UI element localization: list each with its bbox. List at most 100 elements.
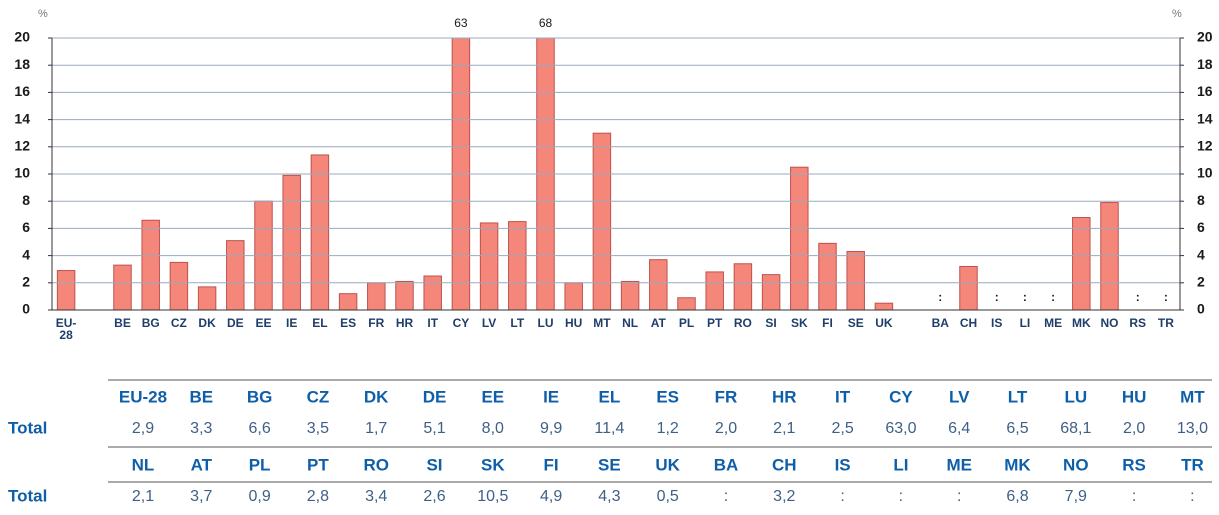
x-tick-label: HR: [396, 316, 414, 330]
value-label: :: [995, 290, 999, 304]
bar: [282, 174, 301, 311]
table-cell: 7,9: [1065, 488, 1087, 505]
x-tick-label: HU: [565, 316, 582, 330]
bar: [423, 275, 442, 311]
y-tick-label: 0: [22, 301, 30, 317]
bar: [113, 264, 132, 311]
table-cell: 11,4: [594, 420, 624, 437]
table-header: CZ: [307, 387, 330, 406]
x-tick-label: IS: [991, 316, 1002, 330]
table-header: IT: [835, 387, 851, 406]
table-header: ES: [656, 387, 679, 406]
x-tick-label: LU: [538, 316, 554, 330]
table-cell: 1,7: [365, 420, 387, 437]
table-header: PT: [307, 455, 329, 474]
table-header: DK: [364, 387, 389, 406]
table-cell: 6,6: [248, 420, 270, 437]
x-tick-label: RS: [1129, 316, 1146, 330]
bar: [479, 222, 499, 311]
bar: [56, 270, 76, 311]
y2-tick-label: 16: [1197, 83, 1213, 99]
table-header: RO: [363, 455, 389, 474]
table-cell: 8,0: [482, 420, 504, 437]
x-tick-label: DK: [198, 316, 216, 330]
y-unit: %: [38, 8, 48, 20]
table-header: IS: [835, 455, 851, 474]
x-tick-label: MK: [1072, 316, 1091, 330]
y-tick-label: 8: [22, 192, 30, 208]
table-cell: 2,1: [773, 420, 795, 437]
table-header: EE: [481, 387, 504, 406]
table-cell: 0,5: [657, 488, 679, 505]
table-header: ME: [946, 455, 972, 474]
x-tick-label: ME: [1044, 316, 1062, 330]
x-tick-label: MT: [593, 316, 611, 330]
x-tick-label: PL: [679, 316, 694, 330]
bar: [197, 286, 217, 311]
x-tick-label: UK: [875, 316, 893, 330]
table-cell: 2,0: [715, 420, 737, 437]
row-label: Total: [8, 418, 47, 437]
table-cell: :: [957, 488, 961, 505]
row-label: Total: [8, 486, 47, 505]
table-cell: 13,0: [1177, 420, 1208, 437]
table-header: CY: [889, 387, 913, 406]
y2-tick-label: 12: [1197, 138, 1213, 154]
bar: [620, 280, 640, 311]
table-cell: 3,4: [365, 488, 387, 505]
x-tick-label: LI: [1020, 316, 1031, 330]
table-header: EU-28: [119, 387, 167, 406]
table-cell: 2,8: [307, 488, 329, 505]
table-cell: :: [899, 488, 903, 505]
table-header: FR: [715, 387, 738, 406]
table-header: MK: [1004, 455, 1031, 474]
y2-tick-label: 10: [1197, 165, 1213, 181]
bar: [846, 251, 865, 311]
x-tick-label: DE: [227, 316, 244, 330]
y-tick-label: 4: [22, 246, 30, 262]
x-tick-label: FR: [368, 316, 384, 330]
bar: [677, 297, 696, 311]
table-cell: 2,5: [831, 420, 853, 437]
table-cell: :: [1132, 488, 1136, 505]
bar: [141, 219, 160, 311]
x-tick-label: IT: [427, 316, 438, 330]
table-header: FI: [544, 455, 559, 474]
value-label: 68: [539, 16, 553, 30]
x-tick-label: BG: [142, 316, 160, 330]
bar: [1100, 202, 1119, 311]
y-tick-label: 18: [14, 56, 30, 72]
bar: [592, 132, 612, 311]
table-header: BG: [247, 387, 273, 406]
bar: [818, 242, 837, 311]
bar: [564, 282, 583, 311]
y2-tick-label: 4: [1197, 246, 1205, 262]
table-header: LU: [1064, 387, 1087, 406]
table-header: HU: [1122, 387, 1147, 406]
table-header: LT: [1008, 387, 1028, 406]
bar: [451, 38, 471, 311]
value-label: :: [1023, 290, 1027, 304]
plot: [56, 38, 1119, 311]
table-cell: 6,5: [1006, 420, 1028, 437]
x-tick-label-part: 28: [59, 328, 73, 342]
table-cell: 3,7: [190, 488, 212, 505]
x-tick-label: PT: [707, 316, 723, 330]
x-tick-label: ES: [340, 316, 356, 330]
x-tick-label: IE: [286, 316, 297, 330]
table-header: PL: [249, 455, 271, 474]
x-tick-label: SK: [791, 316, 808, 330]
table-cell: :: [1190, 488, 1194, 505]
x-tick-label: NL: [622, 316, 638, 330]
table-header: BA: [714, 455, 739, 474]
x-tick-label: EE: [255, 316, 271, 330]
bar: [338, 293, 358, 311]
table-header: AT: [191, 455, 213, 474]
x-tick-label: CY: [453, 316, 470, 330]
table-header: BE: [189, 387, 213, 406]
bar: [649, 259, 668, 311]
table-cell: 2,0: [1123, 420, 1145, 437]
y2-tick-label: 0: [1197, 301, 1205, 317]
